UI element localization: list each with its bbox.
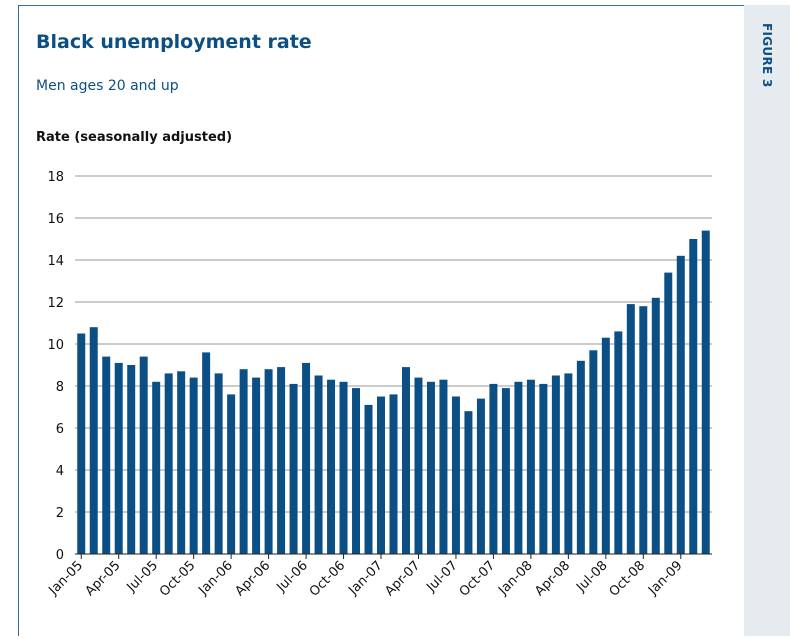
bar-Jun-06 [289,383,298,554]
y-tick-label: 4 [56,464,64,479]
bar-Sep-07 [476,398,485,554]
bar-Feb-08 [539,383,548,554]
bar-Feb-09 [689,239,698,554]
figure-frame [18,5,744,636]
bar-Feb-05 [89,327,98,554]
bar-Mar-09 [701,230,710,554]
bar-Mar-08 [551,375,560,554]
y-tick-label: 8 [56,380,64,395]
bar-Feb-07 [389,394,398,554]
bar-Jun-05 [139,356,148,554]
bar-Mar-05 [102,356,111,554]
y-axis-label: Rate (seasonally adjusted) [36,130,233,145]
chart-title: Black unemployment rate [36,31,312,53]
x-tick-label: Apr-08 [532,558,573,599]
y-tick-label: 14 [47,254,64,269]
bar-Apr-07 [414,377,423,554]
bar-Jul-08 [601,337,610,554]
y-tick-label: 0 [56,548,64,563]
x-tick-label: Jul-05 [124,558,161,595]
bar-Jan-08 [526,379,535,554]
bar-Jan-07 [377,396,385,554]
bar-Aug-08 [614,331,623,554]
bar-Sep-08 [626,304,635,554]
bar-Oct-08 [639,306,648,554]
bar-Oct-07 [489,383,498,554]
x-tick-label: Oct-07 [457,558,499,600]
x-tick-label: Jul-06 [273,558,310,595]
bar-May-06 [277,367,286,554]
bar-Aug-06 [314,375,323,554]
bar-Dec-06 [364,404,373,554]
bar-May-05 [127,365,136,554]
bar-Apr-08 [564,373,573,554]
x-tick-label: Jul-07 [423,558,460,595]
bar-Jul-07 [451,396,460,554]
chart-subtitle: Men ages 20 and up [36,78,179,94]
bar-Feb-06 [239,369,248,554]
x-tick-label: Jan-07 [345,558,386,599]
bar-Nov-05 [202,352,211,554]
bar-Mar-06 [252,377,261,554]
x-tick-label: Jan-05 [46,558,87,599]
bar-Jan-09 [676,255,685,555]
bar-Oct-05 [189,377,198,554]
bar-Nov-07 [501,388,510,554]
y-tick-label: 6 [56,422,64,437]
x-tick-label: Jan-06 [195,558,236,599]
y-tick-label: 12 [47,296,64,311]
bar-May-07 [426,381,435,554]
x-tick-label: Apr-05 [83,558,124,599]
x-tick-label: Jul-08 [573,558,610,595]
bar-May-08 [576,360,585,554]
bar-Aug-05 [164,373,173,554]
bar-Apr-06 [264,369,273,554]
x-tick-label: Oct-05 [157,558,199,600]
bar-Jan-06 [227,394,236,554]
bar-Mar-07 [401,367,410,554]
bar-Jun-07 [439,379,448,554]
bar-Oct-06 [339,381,348,554]
bar-Sep-06 [327,379,336,554]
figure-sidebar: FIGURE 3 [744,5,790,636]
x-tick-label: Oct-08 [607,558,649,600]
bar-Dec-07 [514,381,523,554]
bar-Nov-08 [651,297,660,554]
y-tick-label: 10 [47,338,64,353]
bar-Dec-05 [214,373,223,554]
bar-Jul-06 [302,362,311,554]
bar-Jan-05 [77,333,86,554]
bar-Sep-05 [177,371,186,554]
bar-Nov-06 [352,388,361,554]
y-tick-label: 18 [47,170,64,185]
y-tick-label: 2 [56,506,64,521]
bar-Apr-05 [114,362,123,554]
y-tick-label: 16 [47,212,64,227]
bar-Jun-08 [589,350,598,554]
x-tick-label: Jan-08 [495,558,536,599]
bar-Jul-05 [152,381,161,554]
x-tick-label: Apr-07 [382,558,423,599]
x-tick-label: Apr-06 [232,558,273,599]
x-tick-label: Oct-06 [307,558,349,600]
bar-Dec-08 [664,272,673,554]
bar-Aug-07 [464,411,473,554]
x-tick-label: Jan-09 [645,558,686,599]
